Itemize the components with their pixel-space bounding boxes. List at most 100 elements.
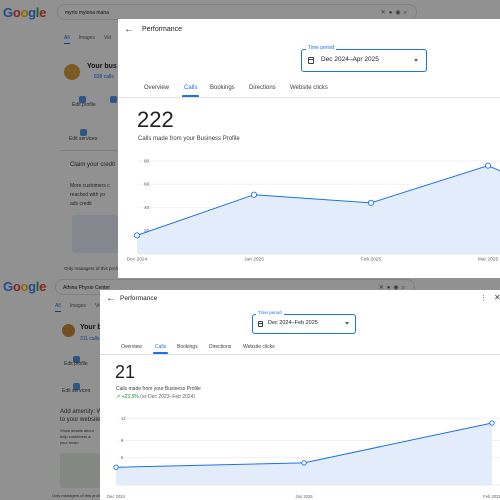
performance-dialog-bottom: ← Performance ⋮ ✕ Time period Dec 2024–F… [100,290,500,500]
y-tick-label: 60 [144,182,150,188]
search-query: Athina Physio Center [63,285,110,291]
edit-services-icon[interactable] [80,123,87,141]
edit-icon[interactable] [110,90,117,108]
calls-total: 21 [115,362,136,382]
clear-icon[interactable]: ✕ [378,285,387,291]
y-tick-label: 40 [144,205,150,211]
tab-website-clicks[interactable]: Website clicks [243,344,275,350]
business-title: Your bus [80,324,110,331]
clear-icon[interactable]: ✕ [380,10,389,16]
tab-images[interactable]: Images [78,35,95,41]
tabs-divider [100,354,500,355]
data-point [301,460,307,466]
tab-bookings[interactable]: Bookings [177,344,198,350]
series-area [137,165,500,254]
claim-line-1: More customers c [70,183,110,189]
tab-videos[interactable]: Vid [94,303,103,309]
tab-directions[interactable]: Directions [209,344,232,350]
lens-icon[interactable]: ◉ [393,285,402,291]
tab-all[interactable]: All [55,303,61,312]
dialog-title: Performance [142,26,183,33]
google-logo: Google [3,5,47,20]
search-icon[interactable]: ⌕ [401,285,408,291]
x-tick-label: Jan 2025 [244,257,264,263]
series-area [116,422,492,485]
detail-line-1: Show details about [60,428,94,433]
tab-bookings[interactable]: Bookings [210,85,235,91]
dropdown-caret-icon [345,322,349,325]
edit-profile-icon[interactable] [73,350,80,368]
detail-line-2: help customers a [60,434,91,439]
trend-up-icon: ↗ [116,394,121,400]
x-tick-label: Dec 2024 [127,257,148,263]
lens-icon[interactable]: ◉ [395,10,404,16]
amenity-illustration [60,453,100,488]
business-sub: 838 calls [94,74,114,80]
claim-line-3: ads credit [70,201,92,207]
business-avatar [64,64,80,80]
time-period-select[interactable]: Time period Dec 2024–Apr 2025 [301,45,427,72]
tab-overview[interactable]: Overview [121,344,142,350]
y-tick-label: 12 [121,416,126,421]
back-arrow-icon[interactable]: ← [106,293,116,304]
y-tick-label: 80 [144,158,150,164]
google-logo: Google [3,279,47,294]
back-arrow-icon[interactable]: ← [124,24,134,35]
y-tick-label: 20 [144,228,150,234]
edit-profile-label[interactable]: Edit profile [72,102,96,108]
mic-icon[interactable]: ● [388,10,396,16]
add-amenity-line-2: to your website [60,417,101,423]
footer-note: Only managers of this profile [64,266,122,271]
x-tick-label: Dec 2024 [107,494,126,499]
active-tab-indicator [153,352,168,354]
tab-calls[interactable]: Calls [155,344,167,350]
tab-directions[interactable]: Directions [249,85,276,91]
time-period-select[interactable]: Time period Dec 2024–Feb 2025 [252,310,356,334]
search-query: myrto myiona mana [65,10,109,16]
tab-images[interactable]: Images [69,303,86,309]
claim-illustration [72,215,118,253]
more-vert-icon[interactable]: ⋮ [480,295,487,302]
time-period-value: Dec 2024–Apr 2025 [321,56,379,63]
y-tick-label: 5 [121,455,124,460]
data-point [113,464,119,470]
edit-services-icon[interactable] [73,377,80,395]
data-point [484,162,492,169]
footer-note: Only managers of this profile [52,493,103,498]
active-tab-indicator [182,95,199,97]
edit-profile-label[interactable]: Edit profile [64,361,88,367]
performance-dialog-top: ← Performance Time period Dec 2024–Apr 2… [118,19,500,278]
search-tabs: All Images Vid [64,35,120,44]
close-icon[interactable]: ✕ [494,293,500,302]
edit-services-label[interactable]: Edit services [69,136,98,142]
tab-all[interactable]: All [64,35,70,44]
change-comparison: (vs Dec 2023–Feb 2024) [140,394,196,400]
calls-chart-bottom: 5 8 12 Dec 2024 Jan 2025 Feb 2025 [107,416,500,499]
calls-subtitle: Calls made from your Business Profile [138,136,240,142]
tab-overview[interactable]: Overview [144,85,170,91]
x-tick-label: Jan 2025 [295,494,313,499]
dialog-title: Performance [120,295,158,302]
edit-services-label[interactable]: Edit services [62,388,91,394]
tab-calls[interactable]: Calls [184,85,198,91]
data-point [133,232,141,239]
edit-profile-icon[interactable] [79,90,86,108]
dropdown-caret-icon [414,59,418,62]
tab-website-clicks[interactable]: Website clicks [290,85,328,91]
time-period-label: Time period [306,45,337,51]
tabs-divider [118,97,500,98]
time-period-label: Time period [256,310,284,315]
calls-total: 222 [137,107,174,132]
time-period-value: Dec 2024–Feb 2025 [268,320,318,326]
data-point [367,199,375,206]
mic-icon[interactable]: ● [386,285,394,291]
search-tabs: All Images Vid [55,303,111,312]
search-icon[interactable]: ⌕ [403,10,410,16]
tab-videos[interactable]: Vid [103,35,112,41]
detail-line-3: your busin [60,440,79,445]
calendar-icon [308,57,314,64]
x-tick-label: Feb 2025 [483,494,500,499]
business-sub: 311 calls [80,336,100,342]
change-percent: +23.5% [121,394,139,400]
data-point [489,420,495,426]
